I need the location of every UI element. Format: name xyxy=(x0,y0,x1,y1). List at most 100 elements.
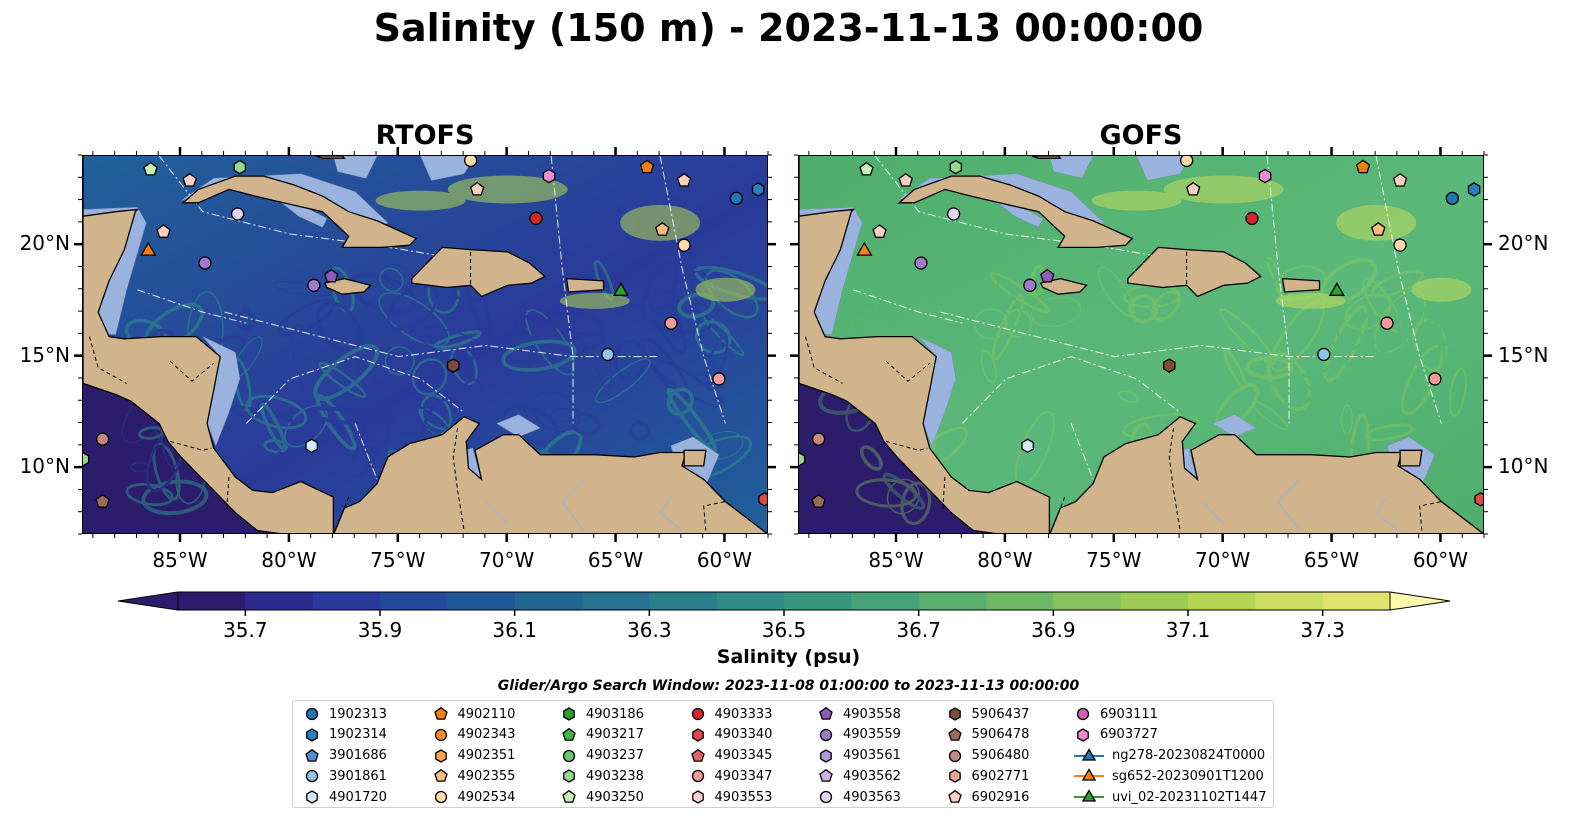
land-central-america xyxy=(83,156,335,533)
legend-marker-icon xyxy=(691,707,704,721)
float-marker xyxy=(948,769,961,784)
pacific-region xyxy=(83,383,276,533)
legend-item-label: 4903558 xyxy=(843,706,901,722)
float-marker xyxy=(562,749,576,762)
legend-item: 4903333 xyxy=(689,704,772,724)
legend-item-label: 4902343 xyxy=(457,727,516,743)
legend-marker-icon xyxy=(948,769,961,784)
legend-item: 6903727 xyxy=(1074,725,1158,745)
lon-tick-label: 65°W xyxy=(1303,548,1360,572)
float-marker xyxy=(95,432,110,446)
colorbar-bin xyxy=(1188,592,1256,610)
legend-item: 4903561 xyxy=(817,746,901,766)
lon-tick-label: 85°W xyxy=(868,548,924,572)
lon-tick-label: 70°W xyxy=(479,548,535,572)
colorbar-bin xyxy=(851,592,920,610)
float-markers xyxy=(799,156,1483,508)
legend-item: 4903558 xyxy=(817,704,901,724)
float-marker xyxy=(143,161,158,176)
float-marker xyxy=(562,727,576,741)
lon-tick-label: 70°W xyxy=(1195,548,1251,572)
colorbar-bin xyxy=(312,592,381,610)
legend-marker-icon xyxy=(947,727,962,741)
legend-item: 4903238 xyxy=(560,766,644,786)
float-marker xyxy=(562,790,576,803)
legend-item: 5906478 xyxy=(946,725,1029,745)
legend-marker-icon xyxy=(305,748,319,762)
legend-item: 6903111 xyxy=(1074,704,1158,724)
legend-item: 4903217 xyxy=(560,725,644,745)
legend-item-label: 4903561 xyxy=(843,748,901,764)
legend-marker-icon xyxy=(562,790,576,803)
land-hispaniola xyxy=(411,246,546,298)
legend-item: 5906437 xyxy=(946,704,1029,724)
land-south-america xyxy=(1049,416,1483,533)
legend-marker-icon xyxy=(1074,747,1104,761)
colorbar-label: Salinity (psu) xyxy=(716,646,861,668)
land-trinidad xyxy=(683,449,707,467)
float-marker xyxy=(729,191,743,206)
legend-item-label: 4903238 xyxy=(586,768,644,784)
land-jamaica xyxy=(323,277,372,295)
float-marker xyxy=(1474,492,1483,507)
colorbar xyxy=(117,591,1451,616)
legend-item: 4903347 xyxy=(689,766,772,786)
float-marker xyxy=(799,451,806,467)
float-marker xyxy=(305,770,319,783)
land-cuba xyxy=(181,175,418,249)
float-marker xyxy=(872,224,887,238)
float-marker xyxy=(305,707,319,721)
colorbar-bin xyxy=(380,592,448,610)
shallow-shelf xyxy=(420,156,476,181)
legend-marker-icon xyxy=(820,748,832,763)
lat-tick-label: 15°N xyxy=(19,342,70,367)
legend: 1902313 1902314 3901686 3901861 4901720 49021… xyxy=(292,700,1274,808)
panel-title-gofs: GOFS xyxy=(1099,120,1183,151)
legend-item-label: sg652-20230901T1200 xyxy=(1112,768,1264,784)
legend-item: 3901686 xyxy=(303,746,387,766)
float-marker xyxy=(751,182,765,197)
colorbar-tick-label: 37.1 xyxy=(1165,618,1211,642)
legend-item-label: 4903563 xyxy=(843,789,901,805)
float-marker xyxy=(1245,211,1259,226)
float-marker xyxy=(324,268,339,283)
float-marker xyxy=(1081,768,1097,782)
legend-item: 4903345 xyxy=(689,746,772,766)
legend-marker-icon xyxy=(948,749,961,762)
legend-item: 4903553 xyxy=(689,787,772,807)
legend-marker-icon xyxy=(434,791,447,804)
float-marker xyxy=(1076,707,1090,721)
legend-title: Glider/Argo Search Window: 2023-11-08 01… xyxy=(497,678,1080,694)
lon-tick-label: 75°W xyxy=(370,548,426,572)
float-marker xyxy=(434,791,447,804)
colorbar-tick-label: 36.9 xyxy=(1031,618,1076,642)
float-marker xyxy=(819,706,833,720)
legend-marker-icon xyxy=(1076,707,1090,721)
float-marker xyxy=(1258,168,1272,184)
panel-title-rtofs: RTOFS xyxy=(375,120,475,151)
legend-item: 4902351 xyxy=(432,746,515,766)
float-marker xyxy=(691,707,704,721)
colorbar-bin xyxy=(1255,592,1324,610)
float-marker xyxy=(433,706,448,720)
float-marker xyxy=(819,728,833,741)
float-marker xyxy=(639,159,655,174)
country-borders xyxy=(805,251,1442,531)
float-marker xyxy=(819,791,833,804)
float-marker xyxy=(1179,156,1194,168)
float-marker xyxy=(690,748,705,762)
float-marker xyxy=(1023,278,1037,292)
lon-tick-label: 65°W xyxy=(587,548,644,572)
colorbar-tick-label: 36.5 xyxy=(761,618,807,642)
colorbar-bin xyxy=(178,592,246,610)
colorbar-tick-label: 37.3 xyxy=(1300,618,1345,642)
colorbar-extend-low xyxy=(117,591,179,611)
pacific-region xyxy=(799,383,992,533)
float-marker xyxy=(948,749,961,762)
float-marker xyxy=(655,221,670,236)
land-hispaniola xyxy=(1127,246,1262,298)
legend-item: 4902110 xyxy=(432,704,515,724)
float-marker xyxy=(691,790,704,804)
legend-item-label: 4903562 xyxy=(843,768,901,784)
lon-tick-label: 60°W xyxy=(1412,548,1469,572)
